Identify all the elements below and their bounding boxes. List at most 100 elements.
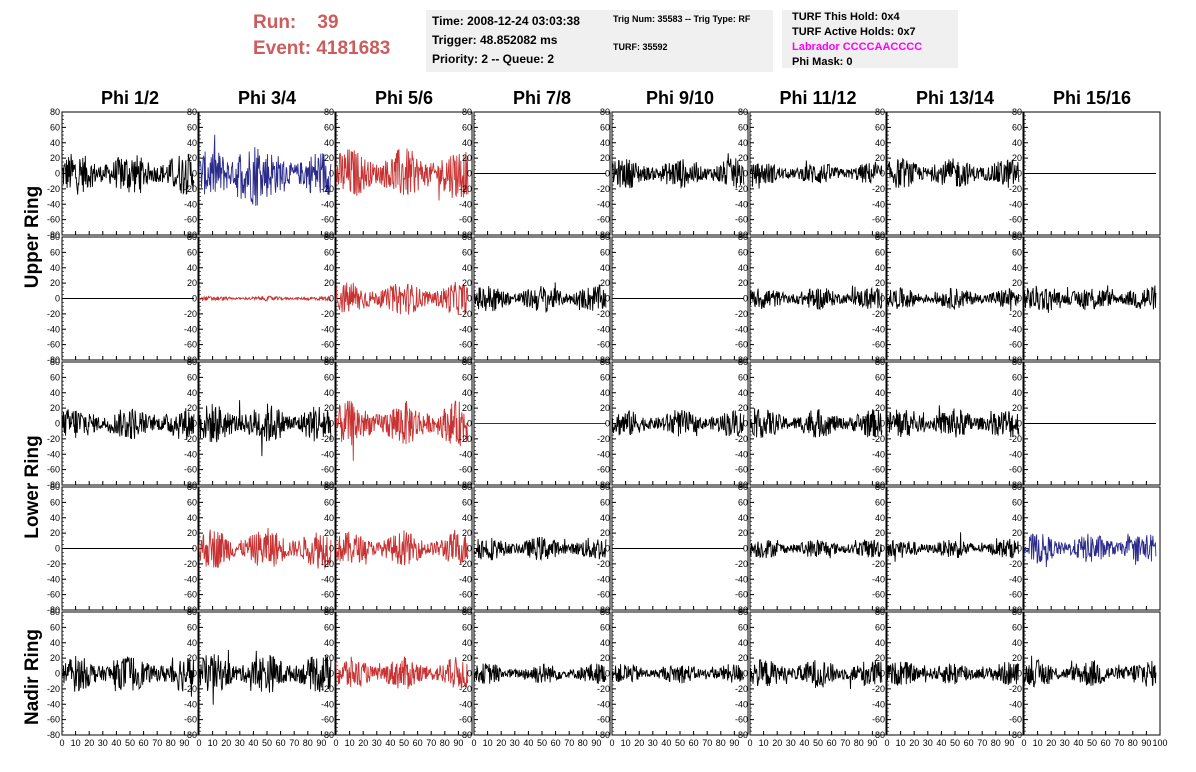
waveform-panel: -80 -60 -40 -20 0 20 40 60 80 (184, 107, 336, 240)
y-tick-label: 0 (605, 169, 610, 179)
y-tick-label: -60 (321, 590, 334, 600)
waveform-panel: -80 -60 -40 -20 0 20 40 60 80 (735, 357, 887, 490)
y-tick-label: 20 (1012, 653, 1022, 663)
x-tick-label: 60 (964, 738, 974, 748)
x-tick-label: 60 (551, 738, 561, 748)
y-tick-label: 40 (462, 638, 472, 648)
y-tick-label: 60 (738, 247, 748, 257)
y-tick-label: 80 (875, 607, 885, 617)
y-tick-label: 0 (192, 669, 197, 679)
y-tick-label: 60 (462, 372, 472, 382)
y-tick-label: -80 (597, 730, 610, 740)
x-tick-label: 10 (896, 738, 906, 748)
x-tick-label: 80 (716, 738, 726, 748)
y-tick-label: 20 (600, 278, 610, 288)
y-tick-label: 40 (875, 513, 885, 523)
y-tick-label: 80 (187, 357, 197, 367)
y-tick-label: -40 (735, 699, 748, 709)
y-tick-label: 20 (875, 528, 885, 538)
waveform-trace (335, 400, 469, 461)
y-tick-label: -80 (321, 605, 334, 615)
x-tick-label: 90 (867, 738, 877, 748)
y-tick-label: -60 (597, 465, 610, 475)
y-tick-label: 40 (187, 263, 197, 273)
y-tick-label: 60 (1012, 122, 1022, 132)
y-tick-label: 60 (324, 247, 334, 257)
y-tick-label: -80 (47, 480, 60, 490)
waveform-panel: -80 -60 -40 -20 0 20 40 60 80 (459, 232, 611, 365)
y-tick-label: 20 (462, 528, 472, 538)
waveform-panel: -80 -60 -40 -20 0 20 40 60 80 (735, 107, 887, 240)
y-tick-label: -60 (1009, 715, 1022, 725)
y-tick-label: 20 (1012, 153, 1022, 163)
x-tick-label: 80 (991, 738, 1001, 748)
x-tick-label: 30 (648, 738, 658, 748)
y-tick-label: 0 (55, 419, 60, 429)
y-tick-label: -20 (184, 559, 197, 569)
phi-column-label: Phi 1/2 (101, 88, 159, 108)
y-tick-label: 40 (187, 638, 197, 648)
y-tick-label: -60 (1009, 340, 1022, 350)
y-tick-label: 0 (1017, 294, 1022, 304)
y-tick-label: -20 (735, 559, 748, 569)
y-tick-label: -80 (321, 355, 334, 365)
y-tick-label: 60 (324, 122, 334, 132)
y-tick-label: -60 (872, 340, 885, 350)
event-label: Event: (253, 38, 312, 59)
x-tick-label: 40 (111, 738, 121, 748)
x-tick-label: 30 (235, 738, 245, 748)
x-tick-label: 0 (1021, 738, 1026, 748)
y-tick-label: 40 (600, 638, 610, 648)
turf-hold-line: TURF This Hold: 0x4 (792, 11, 900, 23)
y-tick-label: 20 (50, 653, 60, 663)
waveform-panel: -80 -60 -40 -20 0 20 40 60 80 (872, 482, 1024, 615)
y-tick-label: -80 (47, 730, 60, 740)
y-tick-label: 60 (50, 247, 60, 257)
y-tick-label: -80 (735, 355, 748, 365)
y-tick-label: 0 (743, 169, 748, 179)
y-tick-label: -80 (47, 605, 60, 615)
waveform-panel: -80 -60 -40 -20 0 20 40 60 80 (184, 232, 336, 365)
x-tick-label: 0 (196, 738, 201, 748)
y-tick-label: -80 (47, 355, 60, 365)
y-tick-label: 20 (462, 653, 472, 663)
y-tick-label: 40 (324, 138, 334, 148)
y-tick-label: 0 (192, 169, 197, 179)
y-tick-label: -80 (321, 480, 334, 490)
y-tick-label: 60 (875, 122, 885, 132)
y-tick-label: -80 (184, 480, 197, 490)
waveform-trace (886, 287, 1020, 312)
y-tick-label: -40 (597, 699, 610, 709)
y-tick-label: -80 (597, 605, 610, 615)
waveform-trace (749, 539, 883, 559)
y-tick-label: -60 (597, 590, 610, 600)
y-tick-label: 0 (55, 169, 60, 179)
y-tick-label: 80 (1012, 232, 1022, 242)
x-tick-label: 10 (759, 738, 769, 748)
y-tick-label: 80 (462, 107, 472, 117)
x-tick-label: 70 (977, 738, 987, 748)
waveform-trace (61, 153, 195, 195)
y-tick-label: 60 (600, 497, 610, 507)
run-event-display: Run: 39 Event: 4181683 (253, 10, 390, 62)
y-tick-label: 60 (462, 622, 472, 632)
waveform-panel: -80 -60 -40 -20 0 20 40 60 80 (47, 107, 199, 240)
waveform-panel: -80 -60 -40 -20 0 20 40 60 80 (184, 607, 336, 740)
y-tick-label: -20 (47, 559, 60, 569)
y-tick-label: 20 (324, 153, 334, 163)
y-tick-label: -40 (597, 324, 610, 334)
y-tick-label: 80 (462, 357, 472, 367)
y-tick-label: -20 (47, 684, 60, 694)
waveform-trace (749, 160, 883, 189)
x-tick-label: 30 (923, 738, 933, 748)
y-tick-label: 80 (324, 607, 334, 617)
x-tick-label: 40 (523, 738, 533, 748)
turf-active-holds-line: TURF Active Holds: 0x7 (792, 26, 916, 38)
y-tick-label: -40 (47, 574, 60, 584)
y-tick-label: -80 (597, 480, 610, 490)
y-tick-label: -60 (321, 215, 334, 225)
y-tick-label: -40 (735, 574, 748, 584)
y-tick-label: 40 (1012, 638, 1022, 648)
x-tick-label: 20 (772, 738, 782, 748)
x-tick-label: 30 (98, 738, 108, 748)
